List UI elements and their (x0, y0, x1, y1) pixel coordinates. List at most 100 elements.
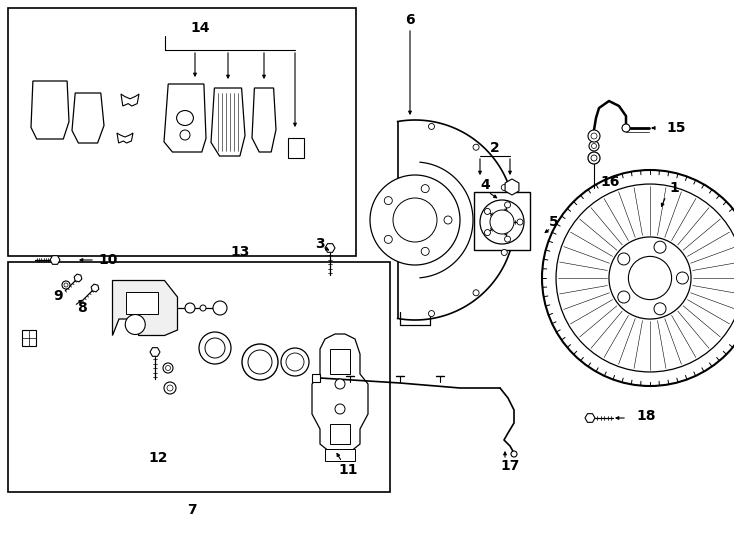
Circle shape (622, 124, 630, 132)
Circle shape (180, 130, 190, 140)
Bar (8, 8, 356, 256)
Circle shape (165, 366, 170, 370)
Polygon shape (50, 255, 60, 265)
Circle shape (213, 301, 227, 315)
Polygon shape (585, 414, 595, 422)
Ellipse shape (177, 111, 193, 125)
Circle shape (64, 283, 68, 287)
Polygon shape (325, 244, 335, 252)
Circle shape (618, 253, 630, 265)
Circle shape (654, 303, 666, 315)
Polygon shape (164, 84, 206, 152)
Bar (22, 330, 36, 346)
Circle shape (370, 175, 460, 265)
Circle shape (588, 130, 600, 142)
Circle shape (335, 379, 345, 389)
Circle shape (591, 155, 597, 161)
Polygon shape (330, 424, 350, 444)
Circle shape (504, 236, 511, 242)
Bar (474, 192, 530, 250)
Circle shape (242, 344, 278, 380)
Circle shape (286, 353, 304, 371)
Text: 7: 7 (187, 503, 197, 517)
Circle shape (517, 219, 523, 225)
Text: 3: 3 (315, 237, 325, 251)
Text: 5: 5 (549, 215, 559, 229)
Text: 17: 17 (501, 459, 520, 473)
Text: 6: 6 (405, 13, 415, 27)
Circle shape (199, 332, 231, 364)
Circle shape (444, 216, 452, 224)
Text: 4: 4 (480, 178, 490, 192)
Polygon shape (505, 179, 519, 195)
Circle shape (421, 247, 429, 255)
Circle shape (591, 133, 597, 139)
Text: 12: 12 (148, 451, 168, 465)
Circle shape (654, 241, 666, 253)
Polygon shape (121, 94, 139, 106)
Text: 9: 9 (53, 289, 63, 303)
Circle shape (556, 184, 734, 372)
Text: 10: 10 (98, 253, 117, 267)
Polygon shape (126, 292, 158, 314)
Circle shape (385, 197, 392, 205)
Circle shape (200, 305, 206, 311)
Circle shape (248, 350, 272, 374)
Circle shape (385, 235, 392, 244)
Circle shape (501, 185, 507, 191)
Circle shape (542, 170, 734, 386)
Bar (288, 138, 304, 158)
Circle shape (473, 290, 479, 296)
Circle shape (490, 210, 514, 234)
Circle shape (185, 303, 195, 313)
Polygon shape (31, 81, 69, 139)
Circle shape (677, 272, 688, 284)
Text: 16: 16 (600, 175, 619, 189)
Polygon shape (112, 280, 178, 335)
Bar (312, 374, 320, 382)
Circle shape (167, 385, 173, 391)
Text: 1: 1 (669, 181, 679, 195)
Circle shape (628, 256, 672, 300)
Circle shape (163, 363, 173, 373)
Circle shape (473, 144, 479, 150)
Circle shape (592, 144, 597, 149)
Circle shape (126, 314, 145, 334)
Text: 13: 13 (230, 245, 250, 259)
Polygon shape (72, 93, 104, 143)
Polygon shape (312, 334, 368, 452)
Circle shape (484, 230, 490, 235)
Circle shape (281, 348, 309, 376)
Text: 11: 11 (338, 463, 357, 477)
Circle shape (480, 200, 524, 244)
Circle shape (588, 152, 600, 164)
Circle shape (393, 198, 437, 242)
Polygon shape (211, 88, 245, 156)
Circle shape (589, 141, 599, 151)
Circle shape (164, 382, 176, 394)
Circle shape (618, 291, 630, 303)
Bar (8, 262, 390, 492)
Circle shape (484, 208, 490, 214)
Circle shape (205, 338, 225, 358)
Circle shape (609, 237, 691, 319)
Circle shape (62, 281, 70, 289)
Circle shape (429, 124, 435, 130)
Text: 15: 15 (666, 121, 686, 135)
Polygon shape (330, 349, 350, 374)
Polygon shape (252, 88, 276, 152)
Circle shape (421, 185, 429, 193)
Text: 8: 8 (77, 301, 87, 315)
Bar (325, 449, 355, 461)
Polygon shape (74, 274, 82, 282)
Circle shape (429, 310, 435, 316)
Text: 14: 14 (190, 21, 210, 35)
Circle shape (504, 202, 511, 208)
Text: 18: 18 (636, 409, 655, 423)
Polygon shape (91, 284, 99, 292)
Polygon shape (150, 348, 160, 356)
Polygon shape (117, 133, 133, 143)
Text: 2: 2 (490, 141, 500, 155)
Circle shape (335, 404, 345, 414)
Circle shape (501, 249, 507, 255)
